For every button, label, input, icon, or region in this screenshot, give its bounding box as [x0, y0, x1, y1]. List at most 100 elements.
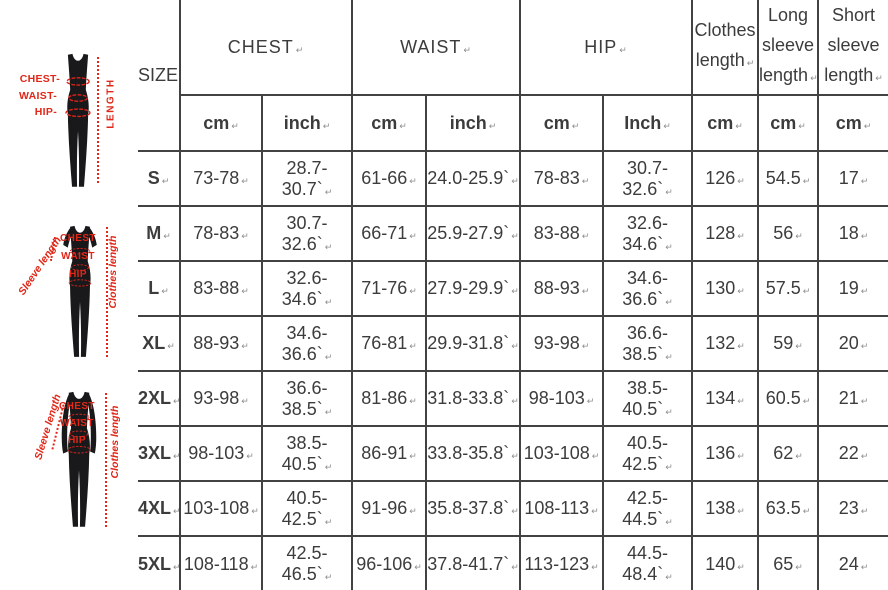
size-label: 4XL ↵ [138, 480, 181, 537]
garment-figure-long-sleeve [61, 391, 97, 527]
table-cell: 30.7-32.6` ↵ [602, 150, 694, 207]
table-cell: 35.8-37.8` ↵ [424, 480, 522, 537]
table-cell: 19 ↵ [817, 260, 888, 317]
chest-cm-header: cm ↵ [180, 94, 263, 152]
table-cell: 32.6-34.6` ↵ [602, 205, 694, 262]
table-cell: 134 ↵ [691, 370, 760, 427]
hip-overlay-label: HIP [69, 269, 87, 280]
table-cell: 38.5-40.5` ↵ [602, 370, 694, 427]
length-measure-line [97, 57, 99, 183]
clothes-cm-header: cm ↵ [691, 94, 760, 152]
table-row: 3XL ↵ 98-103 ↵ 38.5-40.5` ↵ 86-91 ↵ 33.8-35.8` ↵ 1… [138, 425, 888, 482]
chest-measure-ellipse [68, 413, 90, 421]
table-cell: 30.7-32.6` ↵ [261, 205, 353, 262]
waist-measure-ellipse [68, 94, 88, 102]
table-cell: 66-71 ↵ [351, 205, 427, 262]
table-cell: 40.5-42.5` ↵ [261, 480, 353, 537]
table-cell: 88-93 ↵ [179, 315, 263, 372]
table-row: 2XL ↵ 93-98 ↵ 36.6-38.5` ↵ 81-86 ↵ 31.8-33.8` ↵ 98… [138, 370, 888, 427]
table-cell: 136 ↵ [691, 425, 760, 482]
size-chart-table: SIZE↵ CHEST↵ WAIST↵ HIP↵ Clothes length↵… [138, 0, 888, 590]
hip-inch-header: Inch ↵ [602, 94, 694, 152]
table-cell: 36.6-38.5` ↵ [602, 315, 694, 372]
table-cell: 21 ↵ [817, 370, 888, 427]
size-header-cell: SIZE↵ [138, 0, 181, 152]
table-cell: 83-88 ↵ [179, 260, 263, 317]
table-cell: 88-93 ↵ [519, 260, 605, 317]
table-cell: 62 ↵ [757, 425, 820, 482]
table-cell: 31.8-33.8` ↵ [424, 370, 522, 427]
table-cell: 42.5-46.5` ↵ [261, 535, 353, 590]
garment-silhouette [69, 225, 91, 357]
clothes-length-header: Clothes length ↵ [691, 0, 760, 96]
table-cell: 60.5 ↵ [757, 370, 820, 427]
table-row: XL ↵ 88-93 ↵ 34.6-36.6` ↵ 76-81 ↵ 29.9-31.8` ↵ 93-… [138, 315, 888, 372]
table-cell: 61-66 ↵ [351, 150, 427, 207]
garment-silhouette [68, 391, 90, 527]
waist-overlay-label: WAIST [60, 418, 94, 429]
table-cell: 28.7-30.7` ↵ [261, 150, 353, 207]
table-cell: 24.0-25.9` ↵ [424, 150, 522, 207]
table-cell: 20 ↵ [817, 315, 888, 372]
table-cell: 38.5-40.5` ↵ [261, 425, 353, 482]
table-cell: 140 ↵ [691, 535, 760, 590]
size-label: 3XL ↵ [138, 425, 181, 482]
table-cell: 128 ↵ [691, 205, 760, 262]
chest-group-header: CHEST ↵ [179, 0, 353, 96]
table-cell: 54.5 ↵ [757, 150, 820, 207]
table-cell: 40.5-42.5` ↵ [602, 425, 694, 482]
right-long-sleeve [85, 393, 97, 454]
table-cell: 73-78 ↵ [179, 150, 263, 207]
table-cell: 17 ↵ [817, 150, 888, 207]
table-cell: 91-96 ↵ [351, 480, 427, 537]
chest-measure-ellipse [66, 77, 90, 86]
long-sleeve-cm-header: cm ↵ [757, 94, 820, 152]
short-sleeve-length-header: Short sleeve length ↵ [817, 0, 888, 96]
table-cell: 22 ↵ [817, 425, 888, 482]
table-cell: 23 ↵ [817, 480, 888, 537]
waist-measure-ellipse [70, 264, 90, 271]
table-cell: 96-106 ↵ [351, 535, 427, 590]
size-label: XL ↵ [138, 315, 181, 372]
left-long-sleeve [61, 393, 73, 454]
table-row: 5XL ↵ 108-118 ↵ 42.5-46.5` ↵ 96-106 ↵ 37.8-41.7`… [138, 535, 888, 590]
hip-measure-ellipse [67, 446, 91, 454]
table-cell: 83-88 ↵ [519, 205, 605, 262]
waist-cm-header: cm ↵ [351, 94, 427, 152]
clothes-length-measure-line [106, 227, 108, 357]
table-cell: 32.6-34.6` ↵ [261, 260, 353, 317]
table-cell: 37.8-41.7` ↵ [424, 535, 522, 590]
table-cell: 108-118 ↵ [179, 535, 263, 590]
size-label: S ↵ [138, 150, 181, 207]
garment-figure-short-sleeve [63, 225, 97, 357]
hip-overlay-label: HIP [68, 435, 86, 446]
size-label: M ↵ [138, 205, 181, 262]
table-cell: 86-91 ↵ [351, 425, 427, 482]
table-cell: 78-83 ↵ [179, 205, 263, 262]
size-label: 2XL ↵ [138, 370, 181, 427]
table-cell: 130 ↵ [691, 260, 760, 317]
waist-measure-ellipse [69, 430, 89, 438]
table-cell: 98-103 ↵ [519, 370, 605, 427]
hip-cm-header: cm ↵ [519, 94, 605, 152]
table-cell: 42.5-44.5` ↵ [602, 480, 694, 537]
size-table-body: S ↵ 73-78 ↵ 28.7-30.7` ↵ 61-66 ↵ 24.0-25.9` ↵ 78-8… [138, 150, 888, 590]
table-cell: 34.6-36.6` ↵ [261, 315, 353, 372]
hip-measure-ellipse [68, 279, 92, 287]
waist-group-header: WAIST ↵ [350, 0, 522, 96]
table-cell: 29.9-31.8` ↵ [424, 315, 522, 372]
chest-overlay-label: CHEST [59, 401, 95, 412]
table-cell: 108-113 ↵ [519, 480, 605, 537]
long-sleeve-length-header: Long sleeve length ↵ [757, 0, 820, 96]
table-cell: 44.5-48.4` ↵ [602, 535, 694, 590]
table-cell: 71-76 ↵ [351, 260, 427, 317]
table-cell: 93-98 ↵ [519, 315, 605, 372]
table-cell: 63.5 ↵ [757, 480, 820, 537]
table-cell: 33.8-35.8` ↵ [424, 425, 522, 482]
table-cell: 65 ↵ [757, 535, 820, 590]
table-row: M ↵ 78-83 ↵ 30.7-32.6` ↵ 66-71 ↵ 25.9-27.9` ↵ 83-8… [138, 205, 888, 262]
table-cell: 56 ↵ [757, 205, 820, 262]
table-cell: 81-86 ↵ [351, 370, 427, 427]
table-row: 4XL ↵ 103-108 ↵ 40.5-42.5` ↵ 91-96 ↵ 35.8-37.8` ↵… [138, 480, 888, 537]
clothes-length-measure-line [105, 393, 107, 527]
